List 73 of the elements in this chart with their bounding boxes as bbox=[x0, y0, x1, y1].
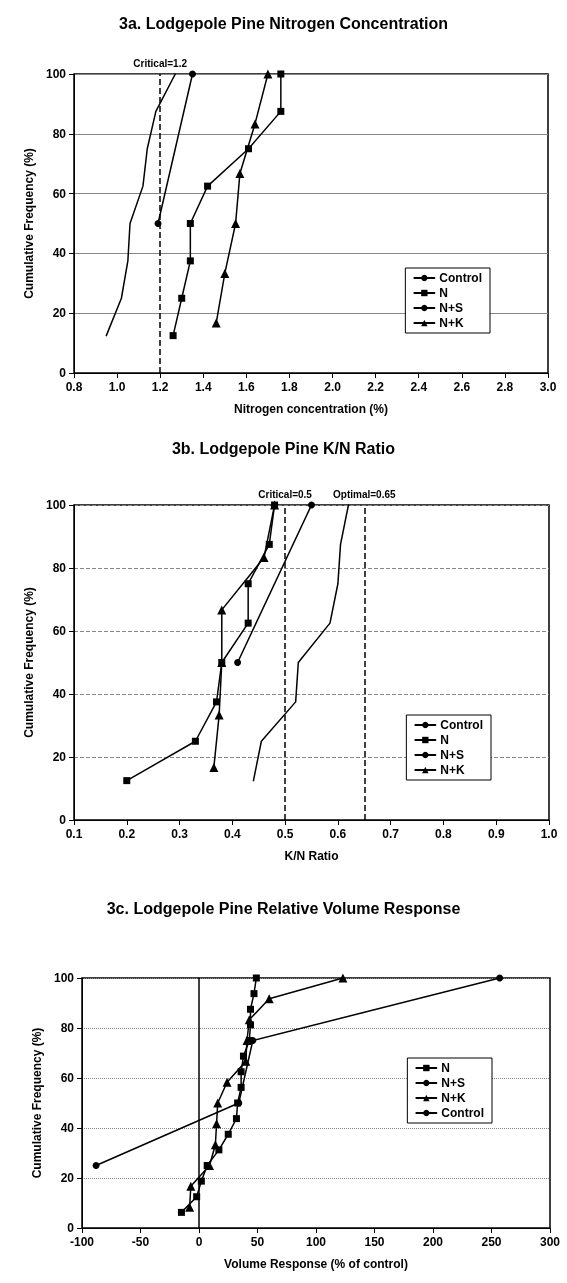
legend-label: N+K bbox=[440, 763, 466, 777]
x-tick-label: 0.5 bbox=[276, 827, 294, 841]
legend-label: Control bbox=[440, 718, 483, 732]
x-tick-label: 2.2 bbox=[367, 380, 385, 394]
x-tick-label: 200 bbox=[422, 1235, 444, 1249]
x-tick-label: 2.8 bbox=[496, 380, 514, 394]
ref-line-label: Optimal=0.65 bbox=[333, 488, 396, 500]
y-tick-label: 0 bbox=[67, 1221, 75, 1235]
x-tick-label: 1.0 bbox=[540, 827, 558, 841]
legend-label: N+S bbox=[441, 1076, 466, 1090]
x-axis-title: Volume Response (% of control) bbox=[224, 1257, 408, 1271]
x-tick-label: 300 bbox=[539, 1235, 561, 1249]
ref-line-label: Critical=1.2 bbox=[133, 57, 188, 69]
x-tick-label: 0.9 bbox=[487, 827, 505, 841]
x-tick-label: 3.0 bbox=[539, 380, 557, 394]
chart-title: 3a. Lodgepole Pine Nitrogen Concentration bbox=[119, 14, 448, 32]
x-tick-label: 0.6 bbox=[329, 827, 347, 841]
x-axis-title: K/N Ratio bbox=[284, 849, 339, 863]
x-tick-label: 50 bbox=[250, 1235, 265, 1249]
x-tick-label: 100 bbox=[305, 1235, 327, 1249]
y-tick-label: 80 bbox=[52, 561, 67, 575]
x-tick-label: 0.8 bbox=[65, 380, 83, 394]
y-tick-label: 20 bbox=[52, 750, 67, 764]
y-tick-label: 40 bbox=[60, 1121, 75, 1135]
legend-label: N+S bbox=[439, 301, 464, 315]
y-axis-title: Cumulative Frequency (%) bbox=[22, 148, 37, 299]
legend-label: N bbox=[440, 733, 450, 747]
x-axis-title: Nitrogen concentration (%) bbox=[233, 402, 389, 416]
x-tick-label: 250 bbox=[481, 1235, 502, 1249]
x-tick-label: 1.2 bbox=[151, 380, 169, 394]
y-tick-label: 40 bbox=[52, 687, 67, 701]
y-tick-label: 100 bbox=[53, 971, 75, 985]
legend-label: N+S bbox=[440, 748, 465, 762]
x-tick-label: 2.6 bbox=[453, 380, 471, 394]
x-tick-label: 0.4 bbox=[223, 827, 241, 841]
x-tick-label: 0 bbox=[195, 1235, 203, 1249]
y-tick-label: 100 bbox=[45, 67, 67, 81]
x-tick-label: 1.4 bbox=[194, 380, 212, 394]
x-tick-label: 2.4 bbox=[410, 380, 428, 394]
y-tick-label: 100 bbox=[45, 498, 67, 512]
legend-label: N+K bbox=[441, 1091, 467, 1105]
legend-label: Control bbox=[439, 271, 482, 285]
x-tick-label: 2.0 bbox=[324, 380, 342, 394]
chart-title: 3c. Lodgepole Pine Relative Volume Response bbox=[106, 899, 461, 917]
legend-label: Control bbox=[441, 1106, 484, 1120]
y-tick-label: 60 bbox=[60, 1071, 75, 1085]
y-tick-label: 20 bbox=[60, 1171, 75, 1185]
x-tick-label: 0.1 bbox=[65, 827, 83, 841]
ref-line-label: Critical=0.5 bbox=[258, 488, 313, 500]
legend-label: N+K bbox=[439, 316, 465, 330]
y-tick-label: 60 bbox=[52, 624, 67, 638]
y-tick-label: 0 bbox=[59, 813, 67, 827]
x-tick-label: -100 bbox=[69, 1235, 95, 1249]
x-tick-label: 1.8 bbox=[281, 380, 299, 394]
y-axis-title: Cumulative Frequency (%) bbox=[22, 587, 37, 738]
y-tick-label: 0 bbox=[59, 366, 67, 380]
chart-title: 3b. Lodgepole Pine K/N Ratio bbox=[171, 439, 396, 457]
y-tick-label: 40 bbox=[52, 246, 67, 261]
y-tick-label: 80 bbox=[52, 126, 67, 141]
legend-label: N bbox=[441, 1061, 451, 1075]
x-tick-label: 1.0 bbox=[108, 380, 126, 394]
y-tick-label: 80 bbox=[60, 1021, 75, 1035]
x-tick-label: -50 bbox=[131, 1235, 150, 1249]
y-axis-title: Cumulative Frequency (%) bbox=[30, 1027, 45, 1179]
y-tick-label: 20 bbox=[52, 306, 67, 321]
x-tick-label: 0.7 bbox=[382, 827, 400, 841]
x-tick-label: 150 bbox=[364, 1235, 385, 1249]
y-tick-label: 60 bbox=[52, 186, 67, 201]
x-tick-label: 0.3 bbox=[171, 827, 189, 841]
x-tick-label: 1.6 bbox=[238, 380, 256, 394]
x-tick-label: 0.2 bbox=[118, 827, 136, 841]
x-tick-label: 0.8 bbox=[435, 827, 453, 841]
legend-label: N bbox=[439, 286, 449, 300]
